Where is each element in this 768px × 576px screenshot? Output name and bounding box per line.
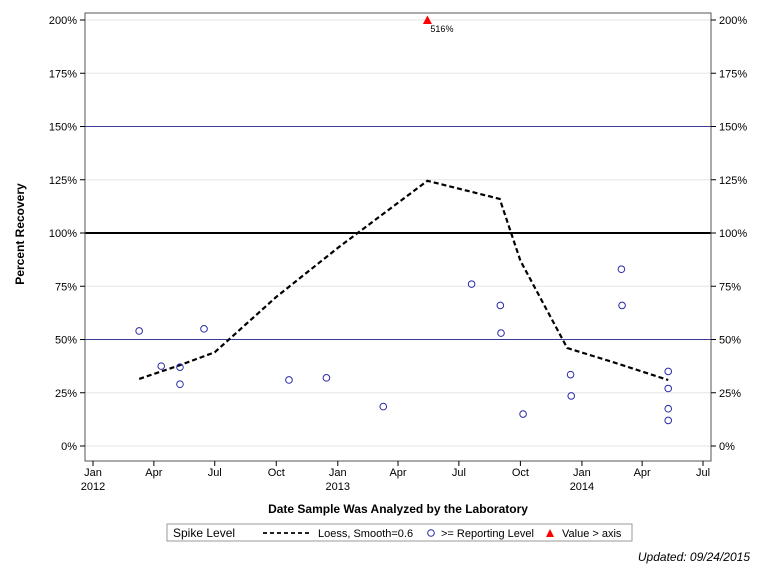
y-tick-label-left: 100% bbox=[49, 228, 77, 240]
x-tick-label: Jan bbox=[84, 467, 102, 479]
y-tick-label-left: 150% bbox=[49, 122, 77, 134]
legend: Spike Level Loess, Smooth=0.6 >= Reporti… bbox=[166, 523, 633, 542]
data-point bbox=[467, 280, 476, 288]
data-point bbox=[322, 374, 331, 382]
data-point bbox=[664, 367, 673, 376]
x-tick-label: Apr bbox=[389, 467, 406, 479]
data-point bbox=[617, 265, 626, 274]
data-point bbox=[157, 362, 166, 370]
y-tick-label-left: 125% bbox=[49, 175, 77, 187]
points-layer: 516% bbox=[135, 15, 673, 425]
data-point bbox=[664, 416, 673, 425]
data-point bbox=[664, 384, 673, 393]
x-tick-label: Apr bbox=[145, 467, 162, 479]
legend-frame bbox=[166, 523, 633, 542]
legend-circle-symbol bbox=[427, 529, 435, 537]
legend-loess-label: Loess, Smooth=0.6 bbox=[318, 528, 413, 540]
legend-title: Spike Level bbox=[173, 526, 235, 540]
x-tick-year-label: 2013 bbox=[326, 481, 350, 493]
y-axis-title: Percent Recovery bbox=[13, 183, 27, 285]
y-tick-label-right: 100% bbox=[719, 228, 747, 240]
data-point bbox=[497, 329, 505, 337]
legend-value-axis-label: Value > axis bbox=[562, 528, 622, 540]
y-tick-label-left: 25% bbox=[55, 388, 77, 400]
y-tick-label-left: 50% bbox=[55, 335, 77, 347]
x-tick-label: Jul bbox=[696, 467, 710, 479]
reference-lines bbox=[85, 126, 711, 340]
x-tick-label: Jul bbox=[208, 467, 222, 479]
y-tick-label-right: 0% bbox=[719, 441, 735, 453]
y-tick-label-left: 0% bbox=[61, 441, 77, 453]
y-tick-label-left: 175% bbox=[49, 68, 77, 80]
legend-reporting-label: >= Reporting Level bbox=[441, 528, 534, 540]
x-tick-label: Oct bbox=[512, 467, 529, 479]
x-tick-label: Jan bbox=[573, 467, 591, 479]
x-axis-title: Date Sample Was Analyzed by the Laborato… bbox=[268, 502, 528, 516]
data-point bbox=[664, 404, 673, 413]
loess-line bbox=[138, 179, 669, 382]
data-point bbox=[567, 392, 576, 400]
data-point bbox=[519, 410, 527, 418]
data-point bbox=[285, 376, 293, 384]
y-tick-label-right: 200% bbox=[719, 15, 747, 27]
y-tick-label-right: 175% bbox=[719, 68, 747, 80]
y-tick-label-right: 25% bbox=[719, 388, 741, 400]
x-tick-year-label: 2014 bbox=[570, 481, 594, 493]
x-tick-label: Jul bbox=[452, 467, 466, 479]
value-above-axis-marker bbox=[422, 15, 432, 24]
legend-triangle-symbol bbox=[546, 529, 554, 537]
data-point bbox=[176, 380, 184, 389]
y-tick-label-right: 50% bbox=[719, 335, 741, 347]
data-point bbox=[618, 301, 626, 310]
y-tick-label-right: 75% bbox=[719, 281, 741, 293]
data-point bbox=[496, 301, 505, 310]
data-point bbox=[566, 370, 575, 379]
axis-layer: 0% 0% 25% 25% 50% 50% 75% 75% 100% 100% 125% 125% 15… bbox=[49, 15, 747, 493]
y-tick-label-right: 125% bbox=[719, 175, 747, 187]
data-point bbox=[379, 402, 388, 411]
x-tick-year-label: 2012 bbox=[81, 481, 105, 493]
updated-date: Updated: 09/24/2015 bbox=[638, 550, 750, 564]
y-tick-label-right: 150% bbox=[719, 122, 747, 134]
loess-layer bbox=[138, 179, 669, 382]
y-tick-label-left: 75% bbox=[55, 281, 77, 293]
x-tick-label: Oct bbox=[268, 467, 285, 479]
x-tick-label: Jan bbox=[329, 467, 347, 479]
value-above-axis-label: 516% bbox=[430, 24, 453, 34]
data-point bbox=[135, 327, 143, 335]
data-point bbox=[200, 325, 208, 333]
x-tick-label: Apr bbox=[634, 467, 651, 479]
data-point bbox=[176, 363, 184, 371]
y-tick-label-left: 200% bbox=[49, 15, 77, 27]
